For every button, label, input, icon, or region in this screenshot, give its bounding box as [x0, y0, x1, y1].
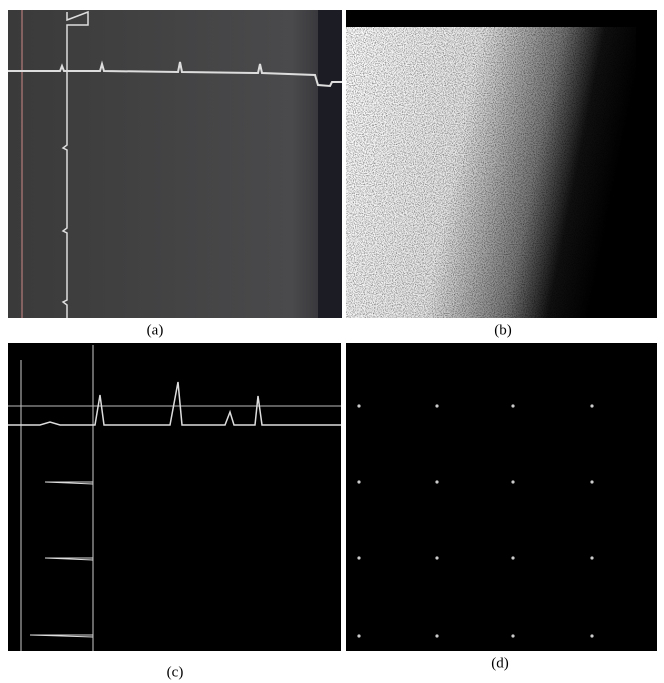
- panel-d: [346, 343, 657, 651]
- caption: (d): [491, 655, 509, 671]
- panel-b: [346, 10, 657, 318]
- caption: (c): [167, 664, 184, 680]
- panel-a: [8, 10, 342, 318]
- caption: (a): [147, 322, 164, 338]
- caption: (b): [494, 322, 512, 338]
- panel-c: [8, 343, 341, 651]
